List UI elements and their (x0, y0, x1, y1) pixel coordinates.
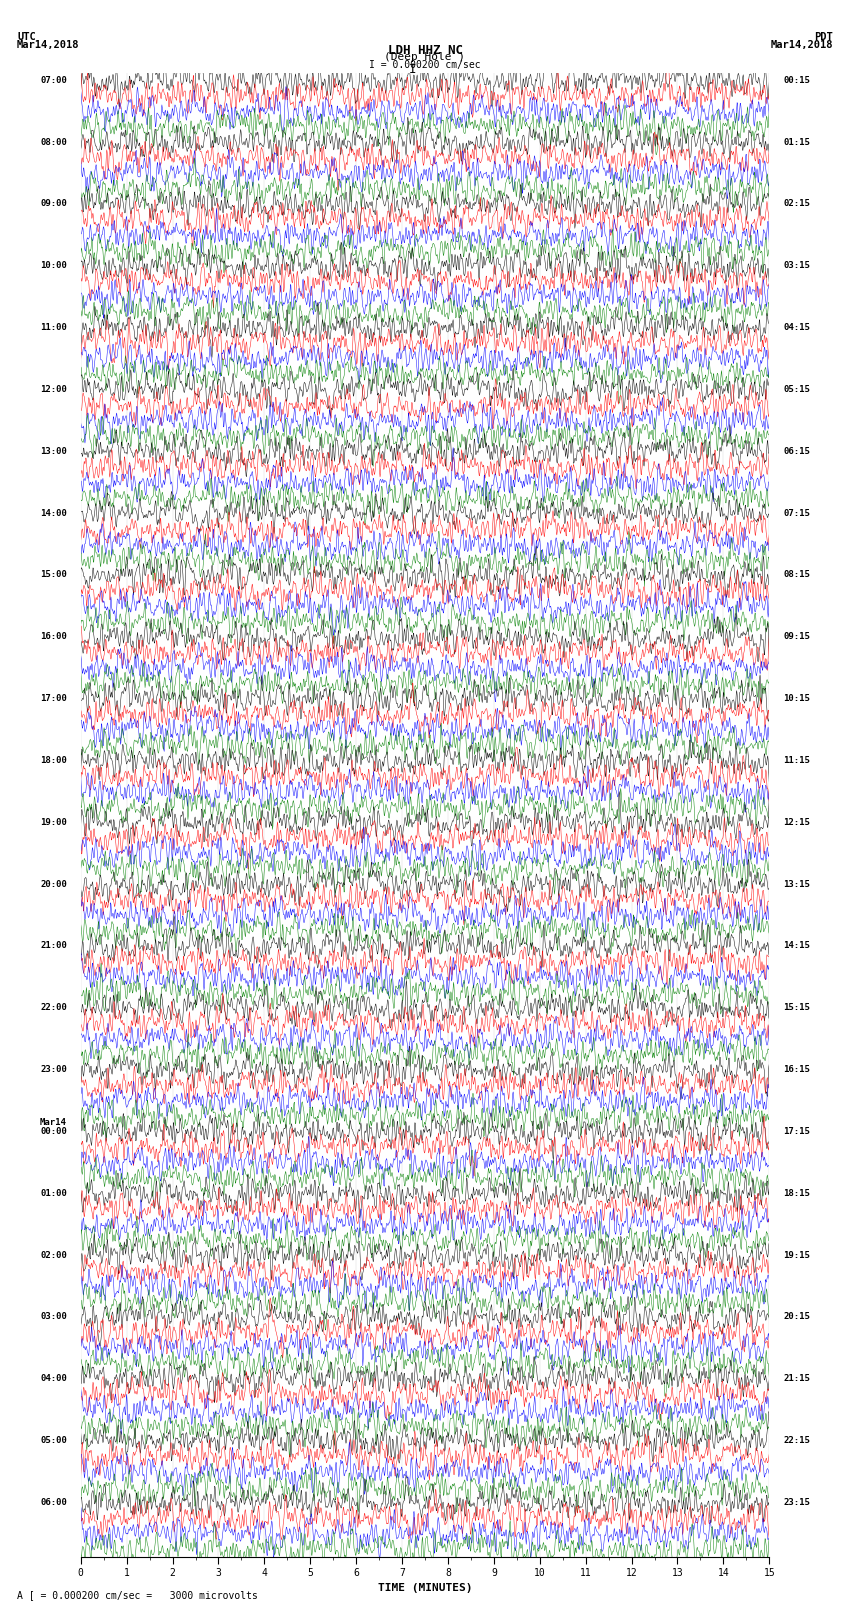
Text: 12:00: 12:00 (40, 386, 67, 394)
Text: 05:15: 05:15 (783, 386, 810, 394)
Text: 14:00: 14:00 (40, 508, 67, 518)
Text: 13:15: 13:15 (783, 879, 810, 889)
Text: Mar14,2018: Mar14,2018 (17, 40, 80, 50)
Text: 18:00: 18:00 (40, 756, 67, 765)
Text: 21:15: 21:15 (783, 1374, 810, 1384)
Text: 23:15: 23:15 (783, 1498, 810, 1507)
Text: UTC: UTC (17, 32, 36, 42)
Text: 02:00: 02:00 (40, 1250, 67, 1260)
Text: 07:15: 07:15 (783, 508, 810, 518)
Text: 17:00: 17:00 (40, 694, 67, 703)
Text: I = 0.000200 cm/sec: I = 0.000200 cm/sec (369, 60, 481, 69)
Text: 05:00: 05:00 (40, 1436, 67, 1445)
Text: 01:15: 01:15 (783, 137, 810, 147)
Text: 20:00: 20:00 (40, 879, 67, 889)
Text: 09:15: 09:15 (783, 632, 810, 642)
Text: 16:15: 16:15 (783, 1065, 810, 1074)
Text: 11:15: 11:15 (783, 756, 810, 765)
Text: 07:00: 07:00 (40, 76, 67, 85)
Text: 15:00: 15:00 (40, 571, 67, 579)
Text: 22:00: 22:00 (40, 1003, 67, 1013)
Text: 23:00: 23:00 (40, 1065, 67, 1074)
Text: 22:15: 22:15 (783, 1436, 810, 1445)
Text: I: I (409, 63, 416, 76)
Text: 03:00: 03:00 (40, 1313, 67, 1321)
Text: 06:00: 06:00 (40, 1498, 67, 1507)
Text: 10:00: 10:00 (40, 261, 67, 271)
Text: 04:00: 04:00 (40, 1374, 67, 1384)
Text: 03:15: 03:15 (783, 261, 810, 271)
Text: Mar14: Mar14 (40, 1118, 67, 1126)
Text: 21:00: 21:00 (40, 942, 67, 950)
Text: PDT: PDT (814, 32, 833, 42)
Text: 15:15: 15:15 (783, 1003, 810, 1013)
Text: 18:15: 18:15 (783, 1189, 810, 1198)
Text: 08:15: 08:15 (783, 571, 810, 579)
Text: 14:15: 14:15 (783, 942, 810, 950)
Text: 06:15: 06:15 (783, 447, 810, 456)
Text: 10:15: 10:15 (783, 694, 810, 703)
Text: 00:15: 00:15 (783, 76, 810, 85)
Text: 17:15: 17:15 (783, 1127, 810, 1136)
Text: Mar14,2018: Mar14,2018 (770, 40, 833, 50)
Text: 01:00: 01:00 (40, 1189, 67, 1198)
Text: 09:00: 09:00 (40, 200, 67, 208)
Text: 11:00: 11:00 (40, 323, 67, 332)
Text: 02:15: 02:15 (783, 200, 810, 208)
Text: 20:15: 20:15 (783, 1313, 810, 1321)
Text: 16:00: 16:00 (40, 632, 67, 642)
Text: 12:15: 12:15 (783, 818, 810, 827)
Text: 19:15: 19:15 (783, 1250, 810, 1260)
Text: 13:00: 13:00 (40, 447, 67, 456)
Text: A [ = 0.000200 cm/sec =   3000 microvolts: A [ = 0.000200 cm/sec = 3000 microvolts (17, 1590, 258, 1600)
Text: 19:00: 19:00 (40, 818, 67, 827)
Text: 00:00: 00:00 (40, 1127, 67, 1136)
Text: 04:15: 04:15 (783, 323, 810, 332)
Text: LDH HHZ NC: LDH HHZ NC (388, 44, 462, 56)
Text: 08:00: 08:00 (40, 137, 67, 147)
Text: (Deep Hole ): (Deep Hole ) (384, 52, 466, 61)
X-axis label: TIME (MINUTES): TIME (MINUTES) (377, 1582, 473, 1592)
